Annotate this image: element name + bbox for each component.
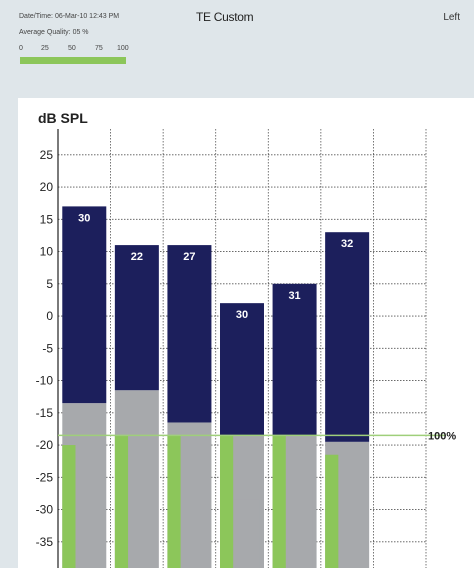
bar-green-segment (62, 445, 76, 568)
quality-scale-tick: 75 (95, 45, 103, 52)
y-tick-label: 20 (40, 180, 54, 194)
quality-bar-fill (20, 57, 126, 64)
bar-data-label: 30 (236, 309, 248, 321)
y-axis-label: dB SPL (38, 110, 88, 126)
bar-green-segment (325, 454, 339, 568)
y-tick-label: -30 (36, 503, 54, 517)
ear-label: Left (443, 12, 460, 23)
quality-value: 05 % (72, 29, 89, 36)
datetime-value: 06-Mar-10 12:43 PM (54, 13, 120, 20)
bar-segment (167, 245, 212, 423)
quality-scale-tick: 100 (117, 45, 129, 52)
bar-green-segment (220, 435, 234, 568)
quality-text: Average Quality: 05 % (19, 29, 89, 36)
bar-segment (325, 232, 370, 442)
bar-data-label: 31 (288, 290, 300, 302)
y-tick-label: 5 (46, 277, 53, 291)
quality-scale: 0 25 50 75 100 (19, 45, 134, 53)
bar-green-segment (167, 435, 181, 568)
quality-label: Average Quality: (19, 29, 71, 36)
datetime-label: Date/Time: (19, 13, 53, 20)
y-tick-label: -10 (36, 374, 54, 388)
bar-segment (114, 245, 159, 391)
bar-inner-gray (285, 486, 313, 568)
header: Date/Time: 06-Mar-10 12:43 PM Average Qu… (0, 0, 474, 90)
datetime-text: Date/Time: 06-Mar-10 12:43 PM (19, 13, 119, 20)
spl-chart: dB SPL 25 20 15 10 5 0 -5 -10 -15 -20 -25 -30 -35 30 2… (36, 110, 456, 568)
quality-bar (20, 57, 126, 64)
page-title: TE Custom (196, 10, 254, 24)
quality-scale-tick: 0 (19, 45, 23, 52)
y-tick-label: 25 (40, 148, 54, 162)
chart-panel: dB SPL 25 20 15 10 5 0 -5 -10 -15 -20 -25 -30 -35 30 2… (18, 98, 474, 568)
quality-scale-tick: 25 (41, 45, 49, 52)
bar-data-label: 32 (341, 238, 353, 250)
y-tick-label: 15 (40, 212, 54, 226)
reference-line-label: 100% (428, 430, 456, 442)
bar-data-label: 22 (131, 251, 143, 263)
y-tick-label: -35 (36, 535, 54, 549)
bar-segment (220, 303, 264, 436)
bar-green-segment (272, 435, 286, 568)
y-tick-label: 0 (46, 309, 53, 323)
bar-data-label: 27 (183, 251, 195, 263)
y-tick-label: -5 (42, 341, 53, 355)
bar-segment (272, 283, 317, 436)
quality-scale-tick: 50 (68, 45, 76, 52)
bar-green-segment (114, 435, 129, 568)
y-tick-label: -25 (36, 470, 54, 484)
bar-inner-gray (233, 499, 260, 568)
bar-segment (62, 206, 107, 404)
bar-data-label: 30 (78, 212, 90, 224)
y-tick-label: -20 (36, 438, 54, 452)
y-tick-label: 10 (40, 245, 54, 259)
y-tick-label: -15 (36, 406, 54, 420)
